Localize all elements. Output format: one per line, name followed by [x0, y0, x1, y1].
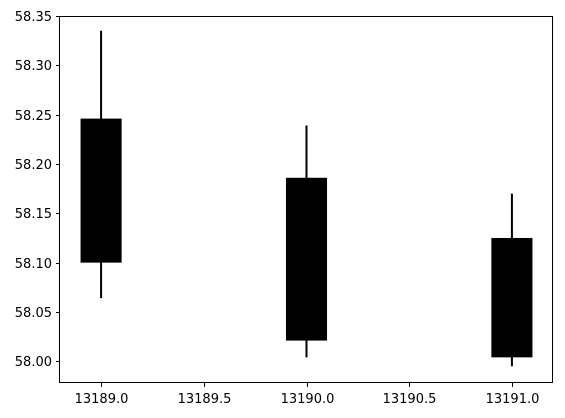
- y-tick-label-3: 58.15: [15, 207, 52, 222]
- candle-body-0: [81, 119, 122, 263]
- x-tick-label-2: 13190.0: [281, 392, 335, 407]
- y-tick-label-2: 58.10: [15, 257, 52, 272]
- x-axis: 13189.0 13189.5 13190.0 13190.5 13191.0: [75, 383, 540, 407]
- x-tick-label-1: 13189.5: [178, 392, 232, 407]
- candle-body-2: [491, 238, 532, 357]
- y-tick-label-5: 58.25: [15, 109, 52, 124]
- x-tick-label-3: 13190.5: [383, 392, 437, 407]
- y-axis: 58.00 58.05 58.10 58.15 58.20 58.25 58.30 58.35: [15, 10, 60, 370]
- y-tick-label-7: 58.35: [15, 10, 52, 25]
- y-tick-label-0: 58.00: [15, 355, 52, 370]
- y-tick-label-4: 58.20: [15, 158, 52, 173]
- candle-body-1: [286, 178, 327, 341]
- candles-group: [81, 31, 533, 366]
- y-tick-label-6: 58.30: [15, 59, 52, 74]
- y-tick-label-1: 58.05: [15, 306, 52, 321]
- x-tick-label-0: 13189.0: [75, 392, 129, 407]
- x-tick-label-4: 13191.0: [486, 392, 540, 407]
